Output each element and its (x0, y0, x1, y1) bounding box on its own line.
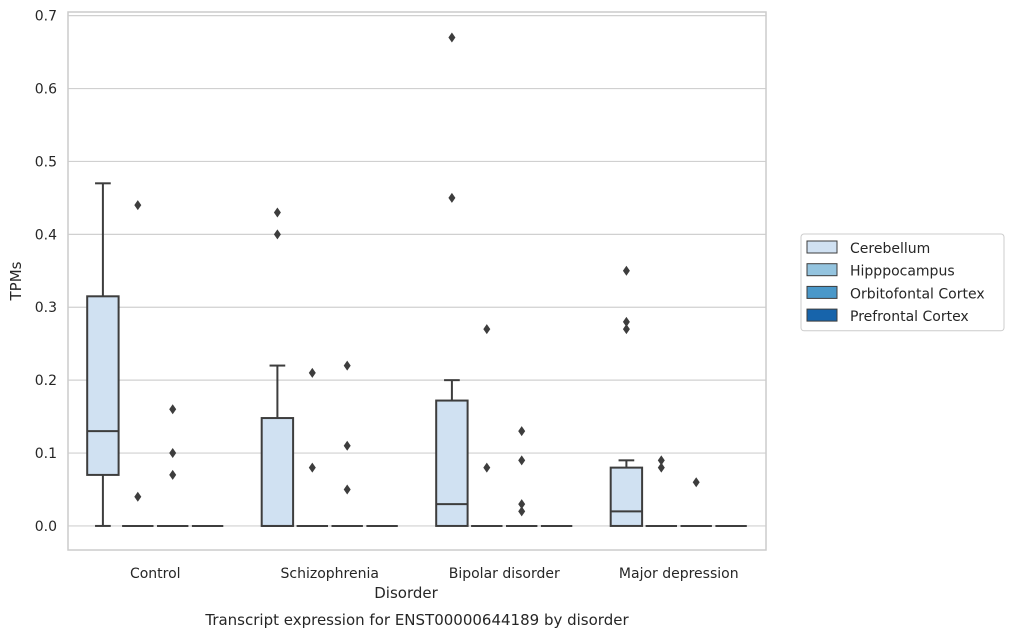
y-tick-label: 0.1 (35, 446, 57, 462)
box-orbitofontal-cortex (505, 426, 538, 527)
box-hipppocampus (471, 324, 503, 527)
outlier-point (343, 440, 351, 451)
y-tick-label: 0.6 (35, 82, 57, 98)
legend: Cerebellum Hipppocampus Orbitofontal Corte… (800, 233, 1005, 332)
legend-swatch (806, 240, 838, 254)
gridlines (68, 15, 766, 527)
outlier-point (518, 499, 526, 510)
outlier-point (273, 207, 281, 218)
x-tick-label: Major depression (619, 566, 739, 582)
legend-label: Hipppocampus (850, 264, 955, 280)
outlier-point (622, 265, 630, 276)
box-cerebellum (86, 182, 120, 527)
y-tick-label: 0.0 (35, 519, 57, 535)
outlier-point (657, 455, 665, 466)
outlier-point (483, 324, 491, 335)
x-tick-label: Schizophrenia (281, 566, 379, 582)
legend-swatch (806, 285, 838, 299)
legend-item: Hipppocampus (806, 263, 955, 280)
box-orbitofontal-cortex (680, 477, 712, 527)
x-axis-ticks: Control Schizophrenia Bipolar disorder Majo… (130, 566, 739, 582)
box-cerebellum (260, 207, 295, 527)
legend-item: Prefrontal Cortex (806, 308, 969, 325)
outlier-point (308, 462, 316, 473)
y-tick-label: 0.5 (35, 154, 57, 170)
outlier-point (169, 404, 177, 415)
legend-label: Cerebellum (850, 241, 930, 257)
outlier-point (343, 360, 351, 371)
outlier-point (448, 192, 456, 203)
outlier-point (518, 506, 526, 517)
outlier-point (448, 32, 456, 43)
outlier-point (134, 491, 142, 502)
legend-label: Prefrontal Cortex (850, 309, 969, 325)
box-body (260, 417, 295, 527)
figure-caption: Transcript expression for ENST0000064418… (204, 611, 629, 629)
legend-label: Orbitofontal Cortex (850, 286, 985, 302)
box-body (86, 295, 120, 476)
legend-item: Orbitofontal Cortex (806, 285, 985, 302)
outlier-point (657, 462, 665, 473)
outlier-point (518, 426, 526, 437)
outlier-point (622, 316, 630, 327)
legend-swatch (806, 263, 838, 277)
legend-swatch (806, 308, 838, 322)
outlier-point (692, 477, 700, 488)
outlier-point (273, 229, 281, 240)
outlier-point (169, 448, 177, 459)
y-tick-label: 0.3 (35, 300, 57, 316)
box-plot-area (86, 32, 747, 527)
box-body (609, 466, 644, 527)
box-orbitofontal-cortex (331, 360, 363, 527)
box-orbitofontal-cortex (156, 404, 189, 527)
box-cerebellum (609, 265, 644, 527)
y-tick-label: 0.2 (35, 373, 57, 389)
box-cerebellum (435, 32, 469, 527)
outlier-point (518, 455, 526, 466)
outlier-point (343, 484, 351, 495)
outlier-point (622, 324, 630, 335)
box-hipppocampus (645, 455, 678, 527)
outlier-point (483, 462, 491, 473)
box-hipppocampus (296, 367, 329, 527)
box-body (435, 399, 469, 527)
plot-frame (67, 11, 767, 551)
y-axis-ticks: 0.0 0.1 0.2 0.3 0.4 0.5 0.6 0.7 (35, 9, 57, 535)
x-axis-label: Disorder (374, 584, 438, 602)
outlier-point (308, 367, 316, 378)
box-hipppocampus (122, 200, 154, 527)
legend-item: Cerebellum (806, 240, 930, 257)
outlier-point (169, 469, 177, 480)
y-tick-label: 0.7 (35, 9, 57, 25)
y-tick-label: 0.4 (35, 227, 57, 243)
x-tick-label: Bipolar disorder (449, 566, 560, 582)
legend-frame (800, 233, 1005, 332)
x-tick-label: Control (130, 566, 181, 582)
outlier-point (134, 200, 142, 211)
y-axis-label: TPMs (7, 261, 25, 301)
